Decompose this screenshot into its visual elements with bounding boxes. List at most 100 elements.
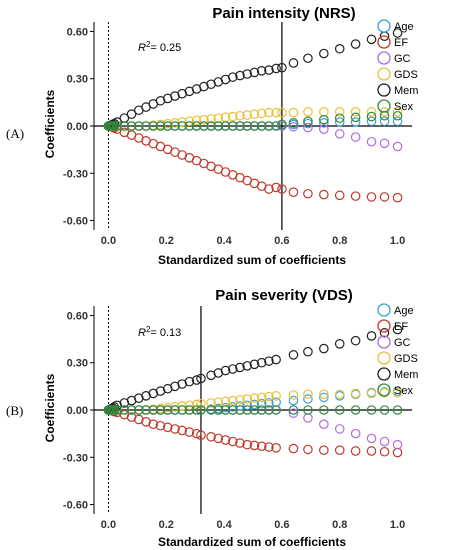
x-axis-title: Standardized sum of coefficients (158, 535, 346, 549)
data-point-gc (366, 433, 377, 444)
panel-a: (A) Pain intensity (NRS) Coefficients St… (6, 5, 418, 267)
data-point-sex (227, 405, 238, 415)
data-point-gds (242, 110, 253, 120)
plot-area: 0.60 0.30 0.00 -0.30 -0.60 0.0 0.2 0.4 0.6 0.8 1.0 (63, 306, 412, 531)
x-tick-label: 0.2 (159, 235, 174, 247)
data-point-ef (379, 192, 390, 202)
x-tick-label: 0.6 (274, 519, 289, 531)
data-point-age (379, 116, 390, 127)
data-point-mem (392, 324, 403, 335)
data-point-mem (256, 357, 267, 368)
data-point-ef (184, 427, 195, 437)
legend-label-gc: GC (394, 53, 411, 65)
y-tick-label: 0.60 (67, 310, 88, 322)
data-point-sex (170, 121, 180, 131)
legend-marker-gds (377, 67, 391, 81)
data-point-sex (288, 405, 299, 415)
x-axis-title: Standardized sum of coefficients (158, 253, 346, 267)
data-point-mem (227, 72, 238, 82)
data-point-mem (126, 109, 137, 119)
data-point-mem (191, 375, 202, 385)
data-point-gds (242, 394, 253, 404)
r2-symbol: R (138, 327, 146, 339)
x-tick-label: 1.0 (390, 235, 405, 247)
data-point-sex (379, 405, 390, 415)
legend-label-sex: Sex (394, 385, 413, 397)
data-point-mem (235, 362, 245, 373)
data-point-gds (350, 388, 361, 399)
data-point-gc (288, 408, 299, 418)
data-point-gc (379, 436, 390, 447)
data-point-ef (220, 435, 231, 445)
data-point-sex (155, 405, 166, 415)
data-point-mem (366, 331, 377, 341)
legend-label-gc: GC (394, 337, 411, 349)
data-point-gds (288, 390, 299, 400)
data-point-sex (112, 405, 122, 415)
legend-label-ef: EF (394, 37, 408, 49)
legend-marker-age (377, 303, 391, 317)
data-point-mem (242, 69, 253, 79)
data-point-ef (196, 430, 206, 441)
data-point-gds (379, 107, 390, 117)
data-point-sex (264, 405, 274, 415)
data-point-age (366, 116, 377, 127)
data-point-sex (126, 121, 137, 131)
data-point-sex (227, 121, 238, 131)
data-point-mem (303, 346, 313, 357)
data-point-sex (277, 119, 287, 130)
plot-area: 0.60 0.30 0.00 -0.30 -0.60 0.0 0.2 0.4 0.6 0.8 1.0 (63, 22, 412, 247)
data-point-gds (392, 387, 403, 398)
data-point-sex (256, 405, 267, 415)
data-point-gc (319, 124, 329, 134)
y-tick-label: 0.30 (67, 358, 88, 370)
data-point-gc (303, 122, 313, 133)
data-point-mem (235, 70, 245, 81)
data-point-mem (319, 48, 329, 59)
data-point-ef (206, 431, 216, 442)
data-point-age (256, 398, 267, 409)
legend-marker-age (377, 19, 391, 33)
svg-text:R2= 0.25: R2= 0.25 (138, 40, 181, 54)
data-point-sex (366, 111, 377, 122)
data-point-gds (366, 107, 377, 117)
data-point-gds (303, 389, 313, 400)
x-tick-label: 0.8 (332, 519, 347, 531)
data-point-sex (191, 121, 202, 131)
data-point-sex (249, 121, 260, 131)
r2-value: = 0.25 (150, 42, 181, 54)
data-point-sex (162, 121, 173, 131)
y-axis-title: Coefficients (43, 89, 57, 158)
data-point-ef (350, 446, 361, 456)
data-point-mem (350, 335, 361, 346)
data-point-ef (177, 425, 187, 436)
data-point-sex (271, 405, 281, 415)
data-point-age (350, 117, 361, 127)
data-point-ef (334, 190, 345, 201)
y-tick-label: 0.00 (67, 405, 88, 417)
data-point-ef (303, 444, 313, 455)
data-point-sex (177, 121, 187, 131)
data-point-gc (303, 413, 313, 423)
data-point-mem (220, 365, 231, 376)
data-point-sex (199, 121, 209, 131)
data-point-sex (177, 405, 187, 415)
data-point-age (303, 118, 313, 129)
chart-title: Pain severity (VDS) (215, 287, 353, 304)
data-point-mem (334, 43, 345, 54)
data-point-mem (379, 327, 390, 338)
data-point-ef (271, 443, 281, 453)
data-point-sex (184, 405, 195, 415)
data-point-age (303, 394, 313, 404)
data-point-ef (170, 424, 180, 434)
data-point-gds (235, 110, 245, 121)
x-tick-label: 0.4 (216, 519, 232, 531)
data-point-mem (288, 58, 299, 68)
x-tick-label: 0.6 (274, 235, 289, 247)
data-point-sex (366, 405, 377, 415)
data-point-mem (249, 67, 260, 78)
data-point-sex (220, 121, 231, 131)
data-point-gc (350, 132, 361, 142)
data-point-mem (392, 28, 403, 38)
data-point-ef (271, 182, 281, 193)
